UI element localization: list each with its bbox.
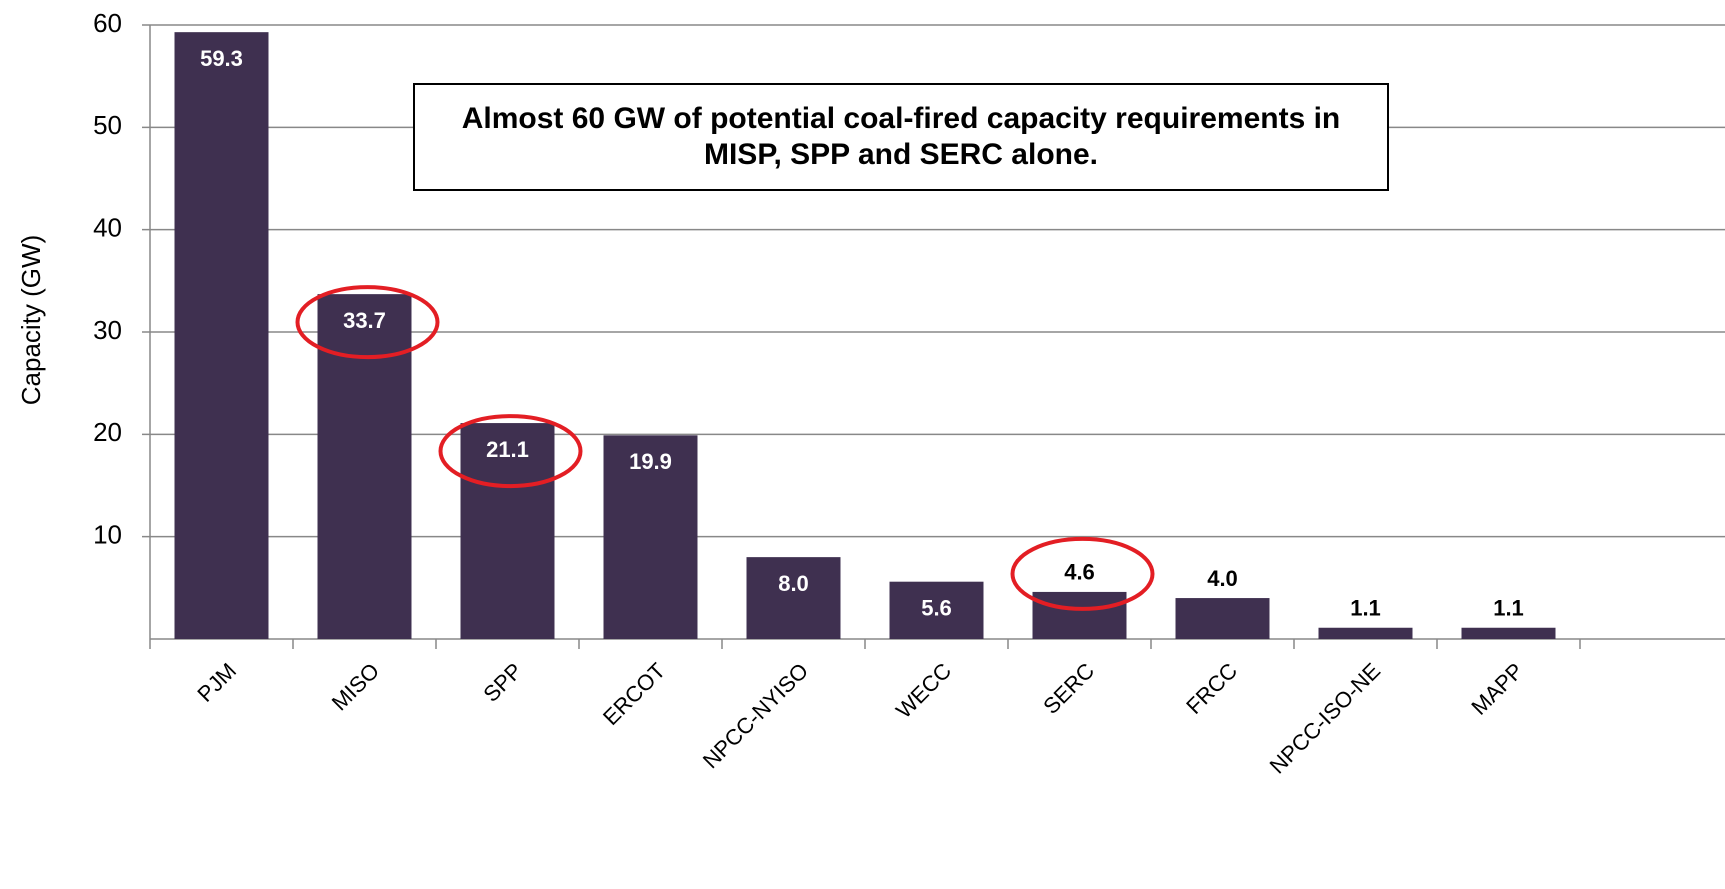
bar bbox=[460, 423, 555, 639]
y-tick-label: 50 bbox=[93, 110, 122, 140]
bar bbox=[889, 581, 984, 639]
x-tick-label: MISO bbox=[327, 658, 384, 715]
y-tick-label: 60 bbox=[93, 8, 122, 38]
x-tick-label: PJM bbox=[192, 658, 241, 707]
data-label: 4.0 bbox=[1207, 566, 1238, 591]
bar bbox=[1318, 627, 1413, 639]
x-tick-label: FRCC bbox=[1181, 658, 1242, 719]
x-tick-label: SPP bbox=[478, 658, 527, 707]
bar bbox=[1175, 598, 1270, 639]
y-axis-label: Capacity (GW) bbox=[16, 235, 46, 405]
data-label: 21.1 bbox=[486, 437, 529, 462]
data-label: 4.6 bbox=[1064, 560, 1095, 585]
data-label: 59.3 bbox=[200, 46, 243, 71]
data-label: 19.9 bbox=[629, 449, 672, 474]
bar bbox=[603, 435, 698, 639]
x-tick-label: WECC bbox=[891, 658, 956, 723]
data-label: 5.6 bbox=[921, 596, 952, 621]
data-label: 1.1 bbox=[1350, 596, 1381, 621]
data-label: 1.1 bbox=[1493, 596, 1524, 621]
x-tick-label: NPCC-ISO-NE bbox=[1265, 658, 1386, 779]
data-label: 33.7 bbox=[343, 308, 386, 333]
data-label: 8.0 bbox=[778, 571, 809, 596]
x-tick-label: SERC bbox=[1038, 658, 1099, 719]
bar bbox=[746, 557, 841, 639]
x-tick-label: ERCOT bbox=[598, 658, 670, 730]
bar bbox=[1461, 627, 1556, 639]
annotation: Almost 60 GW of potential coal-fired cap… bbox=[413, 83, 1389, 191]
bar bbox=[174, 32, 269, 640]
x-tick-label: MAPP bbox=[1466, 658, 1528, 720]
bar bbox=[1032, 591, 1127, 639]
highlight-ellipse bbox=[295, 285, 440, 360]
bar bbox=[317, 294, 412, 639]
y-tick-label: 20 bbox=[93, 417, 122, 447]
y-tick-label: 10 bbox=[93, 520, 122, 550]
y-tick-label: 40 bbox=[93, 213, 122, 243]
y-tick-label: 30 bbox=[93, 315, 122, 345]
highlight-ellipse bbox=[1010, 536, 1155, 611]
x-tick-label: NPCC-NYISO bbox=[698, 658, 813, 773]
highlight-ellipse bbox=[438, 414, 583, 489]
